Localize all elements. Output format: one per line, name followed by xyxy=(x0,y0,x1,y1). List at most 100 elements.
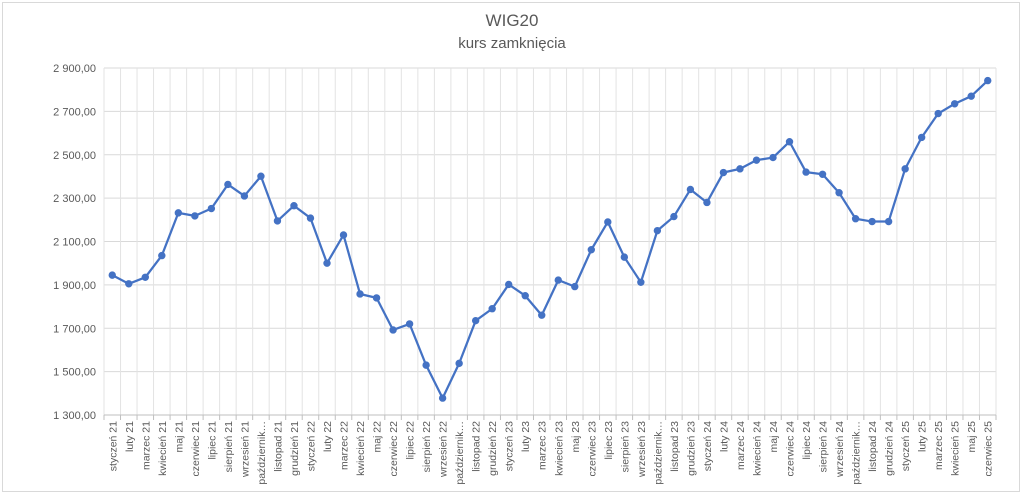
x-tick-label: grudzień 22 xyxy=(487,421,499,476)
x-tick-label: listopad 24 xyxy=(867,421,879,472)
data-point xyxy=(554,276,562,284)
y-tick-label: 2 100,00 xyxy=(53,237,96,249)
x-tick-label: kwiecień 24 xyxy=(751,421,763,476)
data-point xyxy=(505,280,513,289)
data-point xyxy=(686,185,695,194)
x-tick-label: grudzień 23 xyxy=(685,421,697,476)
y-tick-label: 2 700,00 xyxy=(53,106,96,118)
x-tick-label: lipiec 24 xyxy=(801,421,813,460)
y-tick-label: 1 700,00 xyxy=(53,323,96,335)
series-wig20 xyxy=(108,76,992,402)
data-point xyxy=(372,294,381,302)
x-tick-label: lipiec 22 xyxy=(405,421,417,460)
data-point xyxy=(521,292,529,300)
data-point xyxy=(967,92,975,100)
x-tick-label: maj 24 xyxy=(768,421,780,453)
y-tick-label: 1 500,00 xyxy=(53,367,96,379)
data-point xyxy=(984,76,992,85)
data-point xyxy=(951,100,959,108)
x-tick-label: czerwiec 22 xyxy=(388,421,400,477)
data-point xyxy=(703,198,711,207)
data-point xyxy=(818,170,827,178)
x-tick-label: czerwiec 24 xyxy=(785,421,797,477)
x-tick-label: marzec 21 xyxy=(140,421,152,470)
data-point xyxy=(802,168,810,176)
x-tick-label: sierpień 22 xyxy=(421,421,433,473)
data-point xyxy=(422,361,430,369)
data-point xyxy=(884,217,893,226)
x-tick-label: luty 22 xyxy=(322,421,334,452)
data-point xyxy=(290,202,298,210)
data-point xyxy=(356,290,364,298)
data-point xyxy=(108,271,116,279)
x-tick-label: maj 22 xyxy=(372,421,384,453)
x-tick-label: marzec 23 xyxy=(537,421,549,470)
x-tick-label: styczeń 21 xyxy=(107,421,119,471)
data-point xyxy=(620,253,629,261)
x-tick-label: czerwiec 23 xyxy=(586,421,598,477)
data-point xyxy=(736,165,744,173)
data-point xyxy=(868,217,876,226)
data-point xyxy=(471,316,480,325)
x-tick-label: październik… xyxy=(851,421,863,485)
x-tick-label: sierpień 23 xyxy=(619,421,631,473)
x-tick-label: kwiecień 25 xyxy=(950,421,962,476)
x-tick-label: listopad 21 xyxy=(272,421,284,472)
x-tick-label: maj 25 xyxy=(966,421,978,453)
data-point xyxy=(273,217,282,225)
x-tick-label: wrzesień 24 xyxy=(834,421,846,478)
x-tick-label: styczeń 23 xyxy=(504,421,516,471)
data-point xyxy=(769,153,777,162)
x-tick-label: styczeń 22 xyxy=(305,421,317,471)
x-tick-label: luty 24 xyxy=(718,421,730,452)
data-point xyxy=(125,280,133,288)
x-tick-label: styczeń 24 xyxy=(702,421,714,471)
data-point xyxy=(587,246,595,254)
data-point xyxy=(719,168,728,177)
x-tick-label: luty 25 xyxy=(917,421,929,452)
data-point xyxy=(339,231,348,239)
x-tick-label: czerwiec 25 xyxy=(983,421,995,477)
x-tick-label: sierpień 21 xyxy=(223,421,235,473)
x-tick-label: styczeń 25 xyxy=(900,421,912,471)
data-point xyxy=(653,226,662,235)
data-point xyxy=(207,204,216,213)
data-point xyxy=(851,215,860,223)
y-tick-label: 2 900,00 xyxy=(53,63,96,75)
data-point xyxy=(637,278,645,286)
data-point xyxy=(488,305,496,313)
x-tick-label: luty 21 xyxy=(124,421,136,452)
data-point xyxy=(389,326,397,334)
data-point xyxy=(257,172,265,180)
data-point xyxy=(538,311,546,319)
data-point xyxy=(785,138,794,146)
y-tick-label: 2 300,00 xyxy=(53,193,96,205)
y-tick-label: 2 500,00 xyxy=(53,150,96,162)
x-tick-label: luty 23 xyxy=(520,421,532,452)
x-tick-label: maj 23 xyxy=(570,421,582,453)
x-tick-label: grudzień 24 xyxy=(884,421,896,476)
x-axis: styczeń 21 luty 21 marzec 21 kwiecień 21 maj… xyxy=(103,414,997,485)
data-point xyxy=(752,156,761,164)
data-point xyxy=(901,165,909,173)
data-point xyxy=(158,251,166,260)
x-tick-label: październik… xyxy=(652,421,664,485)
data-point xyxy=(835,189,843,197)
x-tick-label: marzec 24 xyxy=(735,421,747,470)
x-tick-label: kwiecień 21 xyxy=(157,421,169,476)
x-tick-label: lipiec 23 xyxy=(603,421,615,460)
y-tick-label: 1 900,00 xyxy=(53,280,96,292)
x-tick-label: maj 21 xyxy=(173,421,185,453)
x-tick-label: wrzesień 22 xyxy=(438,421,450,478)
data-point xyxy=(934,109,942,118)
x-tick-label: grudzień 21 xyxy=(289,421,301,476)
x-tick-label: październik… xyxy=(454,421,466,485)
data-point xyxy=(306,214,315,222)
data-point xyxy=(405,320,414,328)
x-tick-label: czerwiec 21 xyxy=(190,421,202,477)
gridlines xyxy=(103,67,997,416)
x-tick-label: listopad 23 xyxy=(669,421,681,472)
x-tick-label: lipiec 21 xyxy=(206,421,218,460)
